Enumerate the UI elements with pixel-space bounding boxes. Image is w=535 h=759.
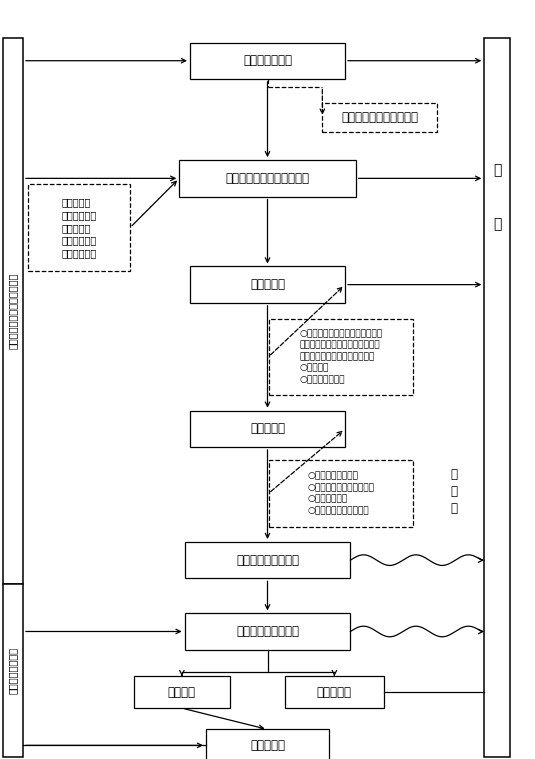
Bar	[179, 160, 356, 197]
Bar	[190, 43, 345, 79]
Text: 対策の実施: 対策の実施	[250, 422, 285, 436]
Bar	[322, 103, 437, 132]
Text: モニタリング（随時・臨時）: モニタリング（随時・臨時）	[8, 273, 18, 349]
Bar	[28, 184, 130, 272]
Text: 公

表: 公 表	[493, 163, 501, 231]
Bar	[206, 729, 329, 759]
Bar	[190, 411, 345, 447]
Text: 対策対象地域の範囲の確認: 対策対象地域の範囲の確認	[225, 172, 310, 185]
Text: 見
直
し: 見 直 し	[450, 468, 457, 515]
Bar	[269, 319, 413, 395]
Text: 対策の継続: 対策の継続	[250, 739, 285, 752]
Text: 評価（環境基準）: 評価（環境基準）	[8, 647, 18, 694]
Bar	[285, 676, 384, 708]
Bar	[185, 613, 350, 650]
Text: 改善完了: 改善完了	[168, 685, 196, 699]
Text: 負荷削減状況の確認: 負荷削減状況の確認	[236, 553, 299, 567]
Bar	[185, 542, 350, 578]
Text: 応急対策（飲用指導等）: 応急対策（飲用指導等）	[341, 111, 418, 124]
Bar	[190, 266, 345, 303]
Text: ○工場・事業場対策
○家畜排せつ物の適正処理
○生活排水対策
○適正施肥の推進　　等: ○工場・事業場対策 ○家畜排せつ物の適正処理 ○生活排水対策 ○適正施肥の推進 …	[307, 471, 374, 515]
Text: 対策の検討: 対策の検討	[250, 278, 285, 291]
Bar	[3, 584, 23, 757]
Bar	[134, 676, 230, 708]
Text: ・概況調査
・資料等調査
・詳細調査
（汚染範囲、
　原因　等）: ・概況調査 ・資料等調査 ・詳細調査 （汚染範囲、 原因 等）	[62, 197, 97, 258]
Text: 環境改善状況の把握: 環境改善状況の把握	[236, 625, 299, 638]
Bar	[269, 460, 413, 527]
Bar	[484, 38, 510, 757]
Bar	[3, 38, 23, 584]
Text: ○都道府県及び対策地域の市町村
（環境部局、生活排水対策部局、
農業・畜産部局、水道部局等）
○関連団体
○学識経験者　等: ○都道府県及び対策地域の市町村 （環境部局、生活排水対策部局、 農業・畜産部局、…	[299, 329, 383, 384]
Text: 汚染水域の発見: 汚染水域の発見	[243, 54, 292, 68]
Text: 改善不十分: 改善不十分	[317, 685, 352, 699]
